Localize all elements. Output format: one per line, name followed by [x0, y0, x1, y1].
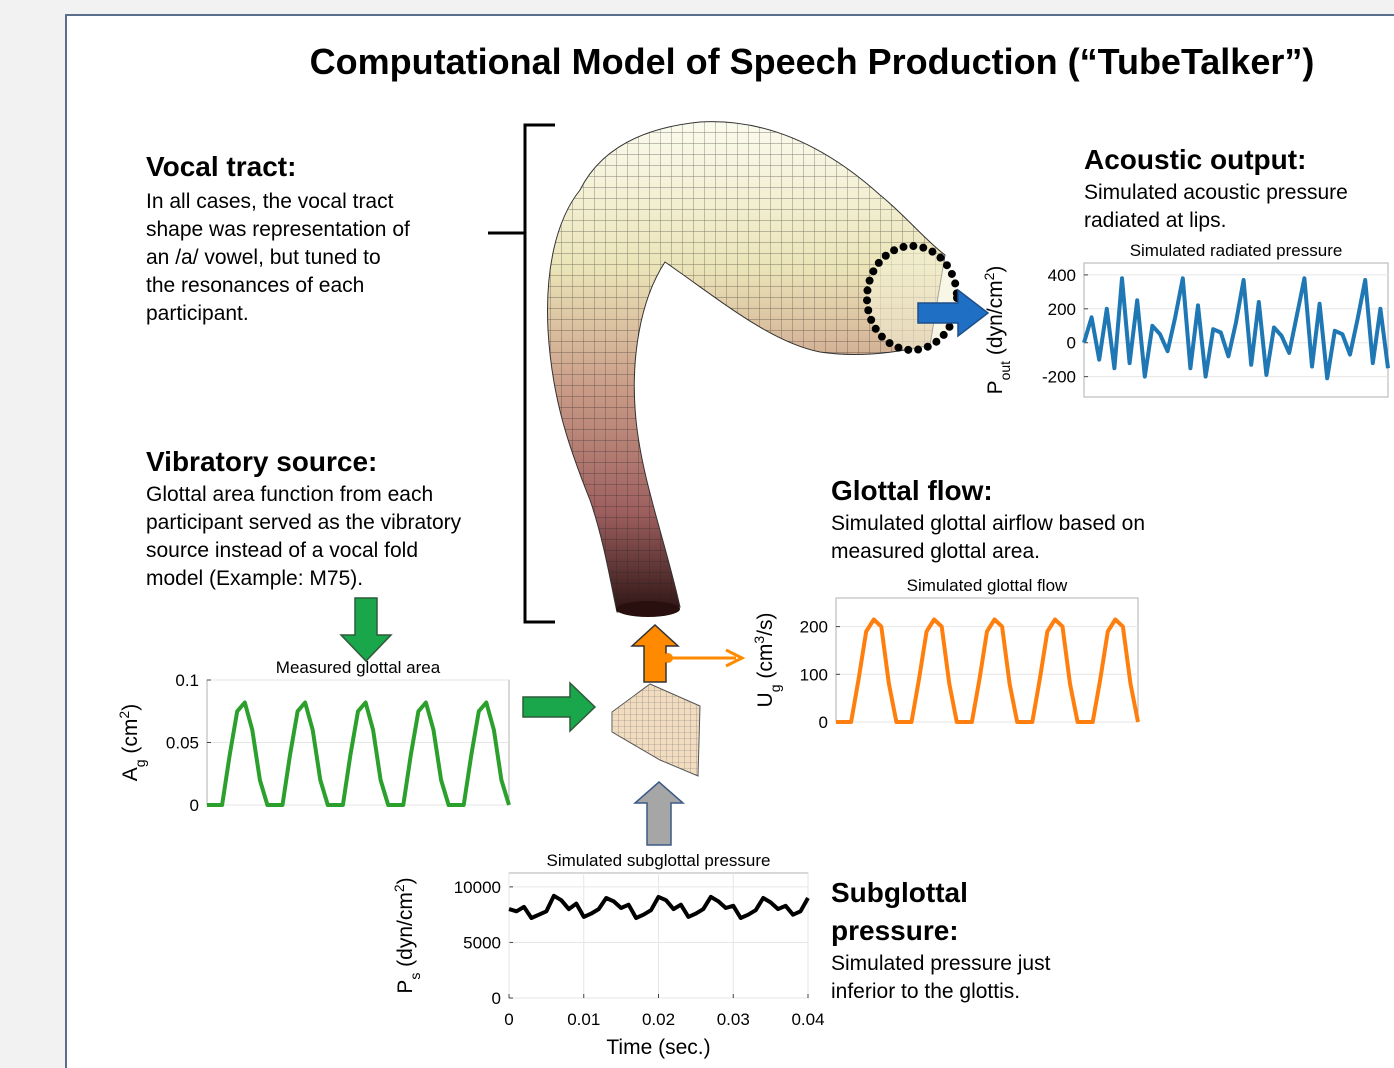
x-tick-label: 0 [504, 1010, 513, 1029]
y-axis-label-part: g [767, 684, 783, 692]
section-heading: pressure: [831, 915, 959, 946]
y-axis-label: Pout (dyn/cm2) [981, 266, 1013, 395]
y-axis-label: Ug (cm3/s) [751, 613, 783, 708]
chart-title: Simulated radiated pressure [1130, 241, 1343, 260]
arrow-down [339, 597, 393, 663]
glottis-model [611, 683, 701, 777]
x-tick-label: 0.04 [791, 1010, 824, 1029]
section-text: model (Example: M75). [146, 567, 363, 590]
data-line [836, 617, 1140, 724]
y-tick-label: 0 [819, 713, 828, 732]
y-tick-label: 0.1 [175, 671, 199, 690]
y-tick-label: 400 [1048, 266, 1076, 285]
y-tick-label: 100 [800, 665, 828, 684]
y-axis-label: Ag (cm2) [116, 704, 148, 781]
chart-title: Simulated subglottal pressure [547, 851, 771, 870]
section-text: participant served as the vibratory [146, 511, 462, 534]
y-axis-label-part: out [997, 361, 1013, 381]
bracket [488, 123, 555, 624]
x-axis-label: Time (sec.) [606, 1036, 710, 1059]
y-axis-label-part: (cm [119, 719, 142, 760]
section-heading: Subglottal [831, 877, 968, 908]
chart-title: Measured glottal area [276, 658, 441, 677]
data-line [207, 700, 511, 807]
arrow-up [633, 781, 685, 846]
section-text: inferior to the glottis. [831, 980, 1020, 1003]
chart: 0 5000 10000 0 0.01 0.02 0.03 0.04 Simulated sub… [391, 851, 825, 1059]
section-heading: Acoustic output: [1084, 144, 1306, 175]
slide-title: Computational Model of Speech Production… [310, 41, 1315, 82]
arrow-up [630, 623, 680, 683]
section-text: an /a/ vowel, but tuned to [146, 246, 381, 269]
data-line [1082, 276, 1390, 381]
data-line [508, 893, 810, 920]
y-axis-label-part: ) [119, 704, 142, 711]
section-heading: Vocal tract: [146, 151, 296, 182]
section-heading: Glottal flow: [831, 475, 993, 506]
section-text: In all cases, the vocal tract [146, 190, 394, 213]
section-text: Glottal area function from each [146, 483, 433, 506]
y-tick-label: 5000 [463, 933, 501, 952]
y-axis-label-part: 2 [391, 884, 407, 892]
y-axis-label-part: P [394, 980, 417, 994]
arrow-right [522, 681, 597, 733]
y-axis-label-part: 2 [981, 272, 997, 280]
x-tick-label: 0.03 [717, 1010, 750, 1029]
arrow-right [917, 288, 990, 338]
chart: 0 0.05 0.1 Measured glottal area Ag (cm2) [116, 658, 511, 815]
section-text: Simulated glottal airflow based on [831, 512, 1145, 535]
y-axis-label: Ps (dyn/cm2) [391, 877, 423, 993]
y-tick-label: -200 [1042, 368, 1076, 387]
y-axis-label-part: /s) [754, 613, 777, 636]
y-axis-label-part: 3 [751, 636, 767, 644]
section-text: source instead of a vocal fold [146, 539, 418, 562]
section-text: shape was representation of [146, 218, 410, 241]
y-axis-label-part: ) [394, 877, 417, 884]
y-tick-label: 10000 [454, 878, 501, 897]
chart: 0 100 200 Simulated glottal flow Ug (cm3/s) [751, 576, 1140, 732]
x-tick-label: 0.01 [567, 1010, 600, 1029]
section-text: the resonances of each [146, 274, 364, 297]
chart: -200 0 200 400 Simulated radiated pressure Po… [981, 241, 1390, 398]
section-heading: Vibratory source: [146, 446, 377, 477]
y-tick-label: 0 [492, 989, 501, 1008]
vocal-tract-model [547, 121, 961, 617]
section-text: Simulated pressure just [831, 952, 1051, 975]
y-axis-label-part: (dyn/cm [984, 280, 1007, 361]
y-tick-label: 200 [1048, 300, 1076, 319]
section-text: radiated at lips. [1084, 209, 1226, 232]
y-axis-label-part: ) [984, 266, 1007, 273]
section-text: measured glottal area. [831, 540, 1040, 563]
x-tick-label: 0.02 [642, 1010, 675, 1029]
y-tick-label: 0 [190, 796, 199, 815]
y-axis-label-part: g [132, 759, 148, 767]
y-axis-label-part: 2 [116, 711, 132, 719]
y-axis-label-part: s [407, 973, 423, 980]
y-axis-label-part: A [119, 767, 142, 781]
y-axis-label-part: (cm [754, 644, 777, 685]
section-text: participant. [146, 302, 249, 325]
section-text: Simulated acoustic pressure [1084, 181, 1348, 204]
y-axis-label-part: (dyn/cm [394, 892, 417, 973]
y-tick-label: 0.05 [166, 734, 199, 753]
connector-arrow [663, 648, 746, 668]
y-tick-label: 0 [1067, 334, 1076, 353]
chart-title: Simulated glottal flow [907, 576, 1068, 595]
y-axis-label-part: U [754, 692, 777, 707]
plot-area [835, 597, 1139, 723]
y-tick-label: 200 [800, 618, 828, 637]
y-axis-label-part: P [984, 380, 1007, 394]
